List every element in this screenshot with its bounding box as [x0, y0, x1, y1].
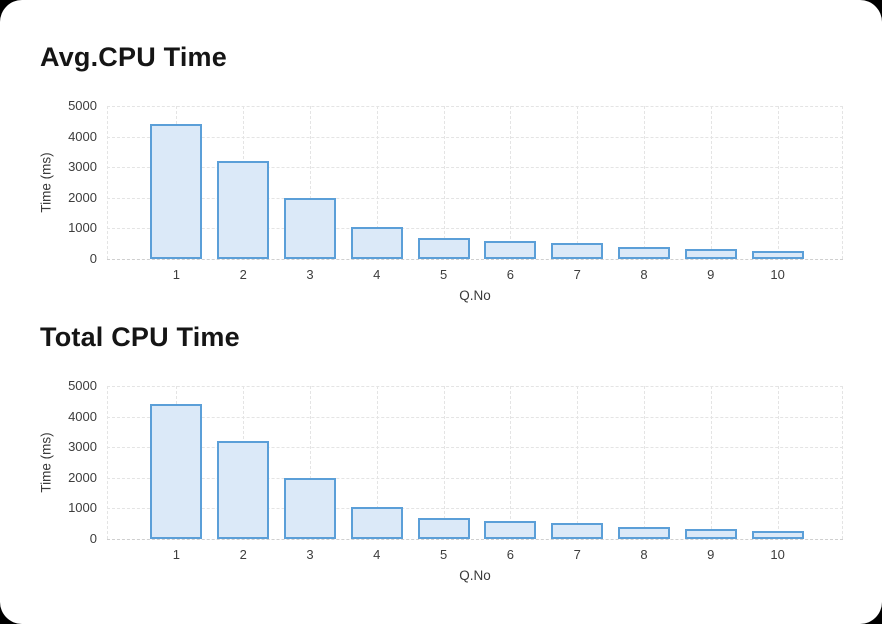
bar-q4[interactable]	[350, 227, 403, 259]
gridline	[107, 477, 843, 479]
plot-area: 0 1000 2000 3000 4000 5000 1 2 3 4 5 6 7 8 9 10 Q.No Time…	[39, 99, 843, 303]
bar-q7[interactable]	[551, 243, 604, 259]
x-tick-label: 9	[707, 267, 715, 282]
bar-q5[interactable]	[417, 518, 470, 539]
gridline	[376, 106, 378, 259]
bar-q6[interactable]	[484, 521, 537, 539]
bar-q1[interactable]	[150, 124, 203, 259]
y-tick-label: 2000	[68, 189, 97, 205]
gridline	[710, 386, 712, 539]
bar-q9[interactable]	[684, 529, 737, 539]
bar-q9[interactable]	[684, 249, 737, 259]
bar-q7[interactable]	[551, 523, 604, 539]
gridline	[777, 106, 779, 259]
y-tick-label: 3000	[68, 439, 97, 455]
gridline	[107, 508, 843, 510]
avg-cpu-time-chart: Avg.CPU Time 0 1000 2000 3000 4000 5000 1 2 3 4 5 6…	[0, 0, 882, 303]
x-tick-label: 5	[439, 267, 448, 282]
gridline	[107, 416, 843, 418]
gridline	[107, 167, 843, 169]
y-tick-label: 0	[89, 531, 97, 546]
x-tick-label: 2	[239, 547, 247, 562]
x-tick-label: 3	[306, 267, 314, 282]
bar-q2[interactable]	[217, 441, 270, 539]
gridline	[107, 259, 843, 260]
x-tick-label: 8	[640, 547, 648, 562]
x-tick-label: 10	[770, 267, 785, 282]
y-tick-label: 4000	[68, 408, 97, 424]
y-tick-label: 5000	[68, 378, 97, 393]
x-tick-label: 3	[306, 547, 314, 562]
x-tick-label: 6	[506, 547, 514, 562]
gridline	[107, 197, 843, 199]
gridline	[310, 386, 311, 539]
x-tick-label: 4	[373, 267, 381, 282]
gridline	[510, 386, 512, 539]
plot-area: 0 1000 2000 3000 4000 5000 1 2 3 4 5 6 7 8 9 10 Q.No Time…	[39, 379, 843, 583]
gridline	[577, 386, 579, 539]
chart-title: Avg.CPU Time	[40, 42, 227, 72]
y-tick-label: 5000	[68, 98, 97, 113]
gridline	[443, 386, 445, 539]
y-tick-label: 3000	[68, 159, 97, 175]
x-tick-label: 6	[506, 267, 514, 282]
y-axis-title-text: Time (ms)	[38, 432, 54, 493]
bar-q2[interactable]	[217, 161, 270, 259]
x-tick-label: 2	[239, 267, 247, 282]
bar-q10[interactable]	[751, 531, 804, 539]
bar-q1[interactable]	[150, 404, 203, 539]
x-tick-label: 10	[770, 547, 785, 562]
x-tick-label: 9	[707, 547, 715, 562]
gridline	[510, 106, 512, 259]
x-axis-title: Q.No	[459, 288, 491, 303]
gridline	[842, 106, 843, 259]
bar-q3[interactable]	[284, 198, 336, 259]
gridline	[107, 228, 843, 230]
y-axis-title-text: Time (ms)	[38, 152, 54, 213]
x-tick-label: 5	[439, 547, 448, 562]
x-tick-label: 7	[573, 547, 581, 562]
y-tick-label: 2000	[68, 469, 97, 485]
gridline	[107, 106, 108, 259]
gridline	[842, 386, 843, 539]
gridline	[644, 106, 645, 259]
bar-q6[interactable]	[484, 241, 537, 259]
bar-q10[interactable]	[751, 251, 804, 259]
bar-q8[interactable]	[618, 527, 670, 539]
gridline	[443, 106, 445, 259]
y-tick-label: 0	[89, 251, 97, 266]
x-tick-label: 1	[172, 267, 180, 282]
y-axis-title: Time (ms)	[35, 386, 57, 539]
gridline	[107, 447, 843, 449]
bar-q5[interactable]	[417, 238, 470, 259]
gridline	[644, 386, 645, 539]
gridline	[107, 539, 843, 540]
total-cpu-time-chart: Total CPU Time 0 1000 2000 3000 4000 5000 1 2 3 4…	[0, 280, 882, 583]
gridline	[107, 106, 843, 107]
bar-q8[interactable]	[618, 247, 670, 259]
bar-q3[interactable]	[284, 478, 336, 539]
bar-q4[interactable]	[350, 507, 403, 539]
y-axis-title: Time (ms)	[35, 106, 57, 259]
gridline	[777, 386, 779, 539]
gridline	[107, 386, 108, 539]
x-tick-label: 1	[172, 547, 180, 562]
gridline	[376, 386, 378, 539]
y-tick-label: 1000	[68, 220, 97, 236]
x-tick-label: 4	[373, 547, 381, 562]
gridline	[710, 106, 712, 259]
y-tick-label: 4000	[68, 128, 97, 144]
gridline	[107, 386, 843, 387]
gridline	[310, 106, 311, 259]
x-axis-title: Q.No	[459, 568, 491, 583]
x-tick-label: 7	[573, 267, 581, 282]
gridline	[577, 106, 579, 259]
x-tick-label: 8	[640, 267, 648, 282]
gridline	[107, 136, 843, 138]
y-tick-label: 1000	[68, 500, 97, 516]
chart-title: Total CPU Time	[40, 322, 240, 352]
